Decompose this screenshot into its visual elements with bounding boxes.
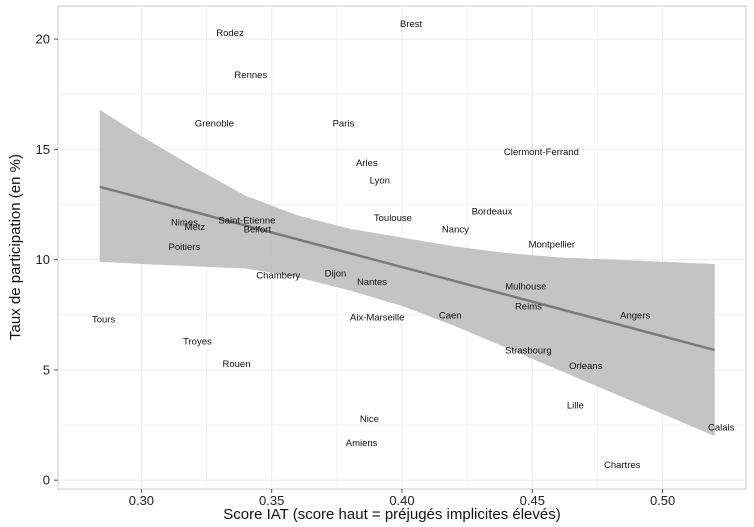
point-label: Nimes: [171, 218, 198, 229]
point-label: Lille: [567, 401, 584, 412]
y-tick-label: 15: [36, 142, 50, 157]
point-label: Paris: [333, 118, 355, 129]
point-label: Belfort: [244, 224, 272, 235]
ticks-layer: 0.30 0.35 0.40 0.45 0.50 0 5 10 15 20: [36, 32, 676, 508]
point-label: Saint-Etienne: [218, 215, 275, 226]
confidence-band: [99, 109, 715, 437]
point-label: Arles: [356, 158, 378, 169]
x-tick-label: 0.30: [129, 493, 154, 508]
point-label: Tours: [92, 315, 115, 326]
point-label: Lyon: [370, 176, 390, 187]
x-axis-title: Score IAT (score haut = préjugés implici…: [223, 506, 561, 523]
point-label: Troyes: [183, 337, 212, 348]
point-label: Strasbourg: [505, 346, 551, 357]
trend-line: [99, 185, 716, 352]
x-tick-label: 0.45: [520, 493, 545, 508]
point-label: Bordeaux: [472, 207, 513, 218]
band-layer: [99, 109, 715, 437]
point-label: Chartres: [604, 460, 641, 471]
points-layer: Brest Rodez Rennes Grenoble Paris Clermont-Fe…: [92, 19, 735, 471]
trend-layer: [99, 185, 716, 352]
point-label: Rodez: [216, 28, 244, 39]
y-tick-label: 0: [43, 473, 50, 488]
y-axis-title: Taux de participation (en %): [7, 154, 24, 340]
point-label: Montpellier: [529, 240, 575, 251]
point-label: Metz: [185, 222, 206, 233]
point-label: Rouen: [223, 359, 251, 370]
point-label: Toulouse: [374, 213, 412, 224]
point-label: Poitiers: [169, 242, 201, 253]
x-tick-label: 0.35: [259, 493, 284, 508]
point-label: Amiens: [346, 438, 378, 449]
y-tick-label: 20: [36, 32, 50, 47]
point-label: Nancy: [442, 224, 469, 235]
point-label: Aix-Marseille: [350, 313, 404, 324]
point-label: Dijon: [325, 268, 347, 279]
x-tick-label: 0.40: [389, 493, 414, 508]
point-label: Nice: [360, 414, 379, 425]
point-label: Rennes: [234, 70, 267, 81]
y-tick-label: 5: [43, 362, 50, 377]
point-label: Calais: [708, 423, 735, 434]
point-label: Caen: [439, 310, 462, 321]
x-tick-label: 0.50: [650, 493, 675, 508]
y-tick-label: 10: [36, 252, 50, 267]
point-label: Nantes: [357, 277, 387, 288]
point-label: Angers: [620, 310, 650, 321]
point-label: Orleans: [569, 361, 603, 372]
point-label: Chambery: [256, 271, 300, 282]
point-label: Brest: [400, 19, 423, 30]
point-label: Grenoble: [195, 118, 234, 129]
point-label: Clermont-Ferrand: [504, 147, 579, 158]
point-label: Mulhouse: [505, 282, 546, 293]
point-label: Reims: [515, 301, 542, 312]
